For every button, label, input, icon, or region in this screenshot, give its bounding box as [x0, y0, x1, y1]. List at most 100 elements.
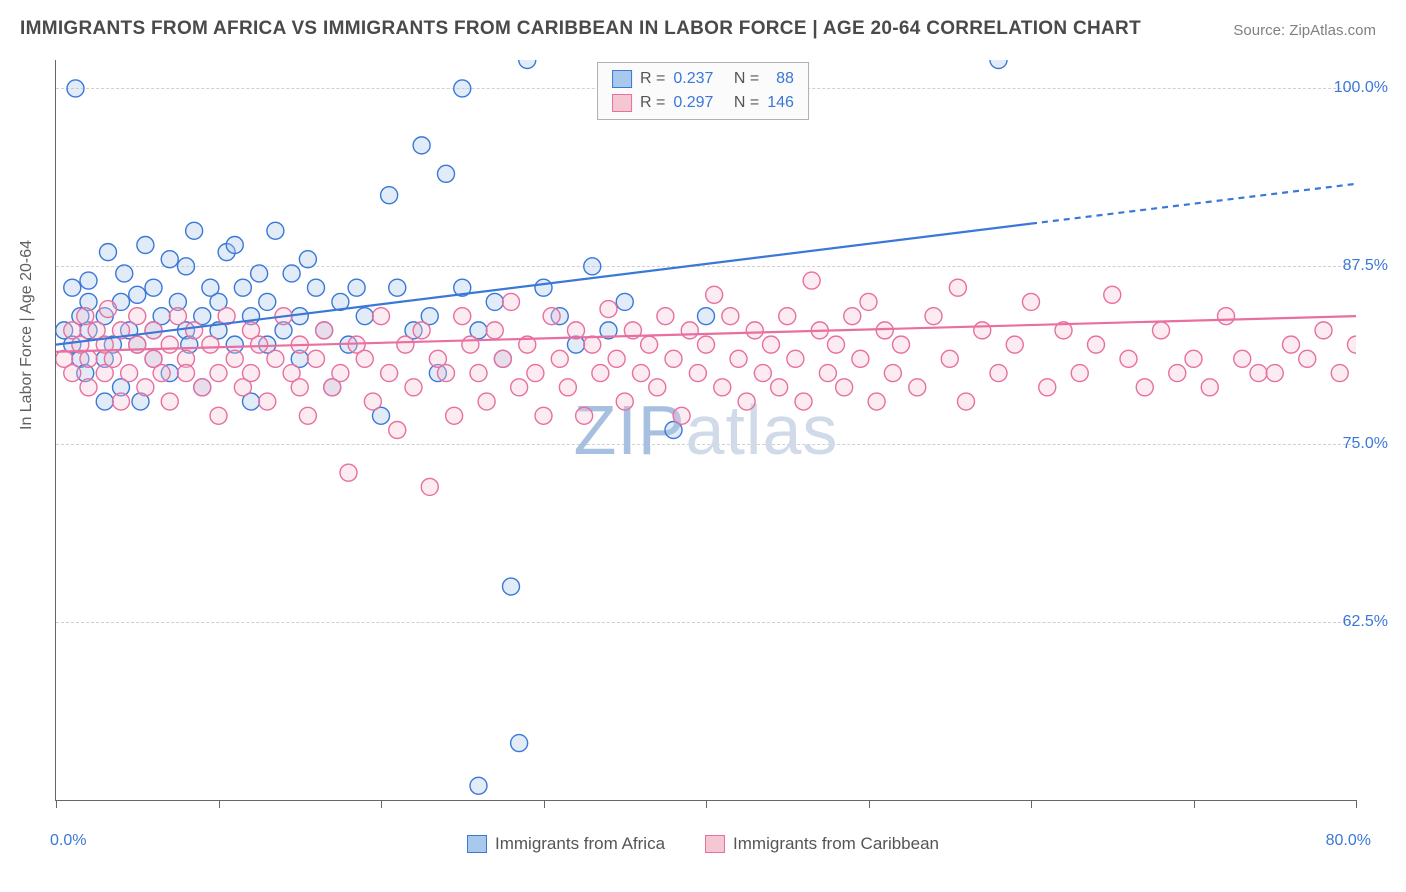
data-point-caribbean	[884, 365, 901, 382]
data-point-africa	[96, 393, 113, 410]
data-point-africa	[519, 60, 536, 69]
data-point-caribbean	[1266, 365, 1283, 382]
data-point-caribbean	[949, 279, 966, 296]
data-point-caribbean	[1348, 336, 1357, 353]
data-point-caribbean	[657, 308, 674, 325]
n-value-africa: 88	[767, 67, 794, 91]
data-point-caribbean	[129, 308, 146, 325]
data-point-caribbean	[681, 322, 698, 339]
x-range-min: 0.0%	[50, 832, 86, 850]
data-point-caribbean	[893, 336, 910, 353]
data-point-caribbean	[576, 407, 593, 424]
data-point-caribbean	[438, 365, 455, 382]
data-point-caribbean	[478, 393, 495, 410]
data-point-caribbean	[787, 350, 804, 367]
data-point-caribbean	[332, 365, 349, 382]
data-point-caribbean	[803, 272, 820, 289]
data-point-caribbean	[1169, 365, 1186, 382]
data-point-caribbean	[381, 365, 398, 382]
data-point-caribbean	[527, 365, 544, 382]
data-point-caribbean	[852, 350, 869, 367]
data-point-caribbean	[1039, 379, 1056, 396]
series-label-africa: Immigrants from Africa	[495, 834, 665, 854]
data-point-africa	[308, 279, 325, 296]
data-point-caribbean	[364, 393, 381, 410]
data-point-africa	[511, 735, 528, 752]
series-label-caribbean: Immigrants from Caribbean	[733, 834, 939, 854]
data-point-caribbean	[308, 350, 325, 367]
data-point-africa	[698, 308, 715, 325]
x-tick	[219, 800, 220, 808]
data-point-caribbean	[64, 365, 81, 382]
plot-area: ZIPatlas	[55, 60, 1356, 801]
data-point-caribbean	[1250, 365, 1267, 382]
source-attribution: Source: ZipAtlas.com	[1233, 22, 1376, 39]
data-point-caribbean	[1104, 286, 1121, 303]
series-legend: Immigrants from Africa Immigrants from C…	[467, 834, 939, 854]
data-point-caribbean	[1023, 293, 1040, 310]
data-point-caribbean	[226, 350, 243, 367]
data-point-caribbean	[251, 336, 268, 353]
data-point-africa	[486, 293, 503, 310]
data-point-caribbean	[600, 301, 617, 318]
data-point-africa	[470, 777, 487, 794]
r-value-africa: 0.237	[673, 67, 713, 91]
data-point-caribbean	[389, 422, 406, 439]
data-point-caribbean	[535, 407, 552, 424]
data-point-caribbean	[649, 379, 666, 396]
data-point-caribbean	[1315, 322, 1332, 339]
data-point-africa	[67, 80, 84, 97]
data-point-caribbean	[722, 308, 739, 325]
data-point-caribbean	[974, 322, 991, 339]
data-point-caribbean	[494, 350, 511, 367]
data-point-africa	[283, 265, 300, 282]
data-point-caribbean	[413, 322, 430, 339]
swatch-africa	[612, 70, 632, 88]
data-point-caribbean	[243, 365, 260, 382]
data-point-caribbean	[161, 336, 178, 353]
data-point-caribbean	[698, 336, 715, 353]
data-point-caribbean	[714, 379, 731, 396]
data-point-caribbean	[186, 322, 203, 339]
data-point-caribbean	[1331, 365, 1348, 382]
data-point-caribbean	[958, 393, 975, 410]
source-label: Source:	[1233, 22, 1285, 39]
legend-item-africa: Immigrants from Africa	[467, 834, 665, 854]
x-tick	[544, 800, 545, 808]
data-point-caribbean	[1071, 365, 1088, 382]
data-point-caribbean	[584, 336, 601, 353]
data-point-africa	[438, 165, 455, 182]
swatch-africa-icon	[467, 835, 487, 853]
legend-row-africa: R = 0.237 N = 88	[612, 67, 794, 91]
data-point-caribbean	[641, 336, 658, 353]
data-point-caribbean	[454, 308, 471, 325]
data-point-africa	[137, 237, 154, 254]
data-point-caribbean	[551, 350, 568, 367]
n-value-caribbean: 146	[767, 91, 794, 115]
data-point-caribbean	[836, 379, 853, 396]
data-point-caribbean	[486, 322, 503, 339]
data-point-caribbean	[210, 365, 227, 382]
data-point-caribbean	[746, 322, 763, 339]
data-point-caribbean	[397, 336, 414, 353]
data-point-caribbean	[779, 308, 796, 325]
r-value-caribbean: 0.297	[673, 91, 713, 115]
plot-svg	[56, 60, 1356, 800]
r-label: R =	[640, 91, 665, 115]
data-point-caribbean	[178, 365, 195, 382]
data-point-caribbean	[689, 365, 706, 382]
data-point-caribbean	[80, 350, 97, 367]
data-point-caribbean	[77, 308, 94, 325]
data-point-caribbean	[100, 301, 117, 318]
data-point-caribbean	[616, 393, 633, 410]
data-point-caribbean	[925, 308, 942, 325]
data-point-caribbean	[543, 308, 560, 325]
x-tick	[1194, 800, 1195, 808]
data-point-africa	[259, 293, 276, 310]
data-point-caribbean	[941, 350, 958, 367]
data-point-caribbean	[795, 393, 812, 410]
data-point-africa	[413, 137, 430, 154]
data-point-caribbean	[633, 365, 650, 382]
data-point-caribbean	[210, 407, 227, 424]
x-tick	[869, 800, 870, 808]
